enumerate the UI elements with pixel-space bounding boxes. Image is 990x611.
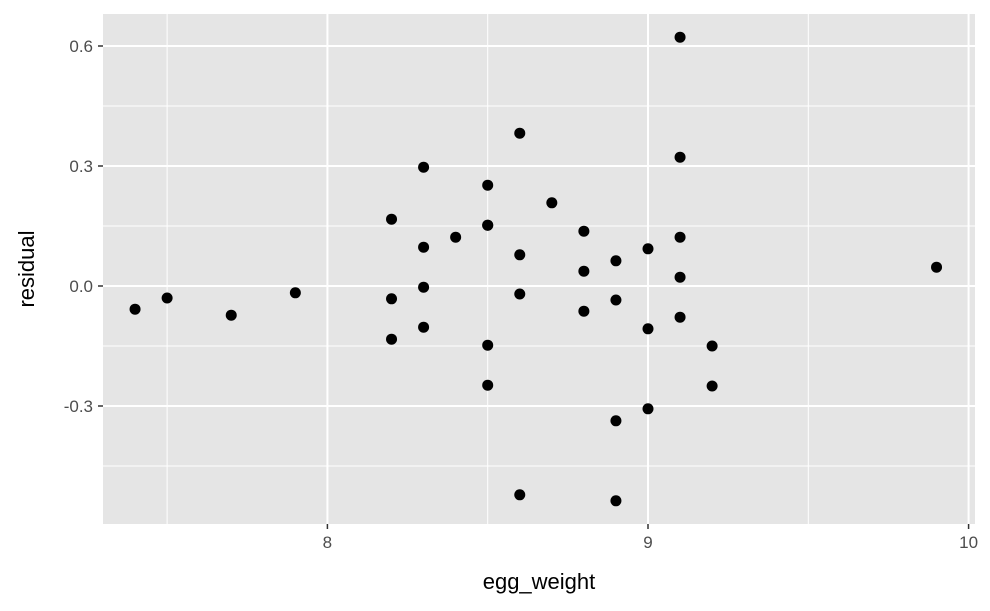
data-point bbox=[482, 339, 494, 351]
data-point bbox=[546, 197, 558, 209]
data-point bbox=[514, 489, 526, 501]
data-point bbox=[706, 380, 718, 392]
data-point bbox=[450, 231, 462, 243]
data-point bbox=[514, 288, 526, 300]
data-point bbox=[161, 292, 173, 304]
data-point bbox=[674, 151, 686, 163]
y-axis-title: residual bbox=[14, 230, 39, 307]
data-point bbox=[642, 243, 654, 255]
data-point bbox=[610, 294, 622, 306]
data-point bbox=[610, 415, 622, 427]
data-point bbox=[386, 213, 398, 225]
x-tick-label: 10 bbox=[959, 533, 978, 552]
data-point bbox=[482, 219, 494, 231]
data-point bbox=[706, 340, 718, 352]
data-point bbox=[289, 287, 301, 299]
y-tick-label: 0.3 bbox=[69, 157, 93, 176]
data-point bbox=[418, 281, 430, 293]
data-point bbox=[482, 379, 494, 391]
y-tick-label: 0.6 bbox=[69, 37, 93, 56]
plot-panel bbox=[103, 14, 975, 524]
data-point bbox=[225, 309, 237, 321]
x-axis-ticks: 8 9 10 bbox=[323, 524, 978, 552]
data-point bbox=[642, 403, 654, 415]
data-point bbox=[931, 261, 943, 273]
data-point bbox=[386, 293, 398, 305]
data-point bbox=[674, 271, 686, 283]
data-point bbox=[578, 265, 590, 277]
data-point bbox=[578, 305, 590, 317]
data-point bbox=[418, 161, 430, 173]
data-points bbox=[129, 31, 943, 507]
y-tick-label: -0.3 bbox=[64, 397, 93, 416]
data-point bbox=[610, 495, 622, 507]
data-point bbox=[418, 321, 430, 333]
x-tick-label: 8 bbox=[323, 533, 332, 552]
data-point bbox=[642, 323, 654, 335]
data-point bbox=[514, 249, 526, 261]
data-point bbox=[129, 303, 141, 315]
major-gridlines bbox=[103, 14, 975, 524]
data-point bbox=[482, 179, 494, 191]
data-point bbox=[418, 241, 430, 253]
data-point bbox=[386, 333, 398, 345]
y-tick-label: 0.0 bbox=[69, 277, 93, 296]
data-point bbox=[610, 255, 622, 267]
data-point bbox=[674, 31, 686, 43]
data-point bbox=[514, 127, 526, 139]
x-tick-label: 9 bbox=[643, 533, 652, 552]
data-point bbox=[578, 225, 590, 237]
y-axis-ticks: 0.6 0.3 0.0 -0.3 bbox=[64, 37, 103, 416]
x-axis-title: egg_weight bbox=[483, 569, 596, 594]
minor-gridlines bbox=[103, 14, 975, 524]
data-point bbox=[674, 231, 686, 243]
data-point bbox=[674, 311, 686, 323]
